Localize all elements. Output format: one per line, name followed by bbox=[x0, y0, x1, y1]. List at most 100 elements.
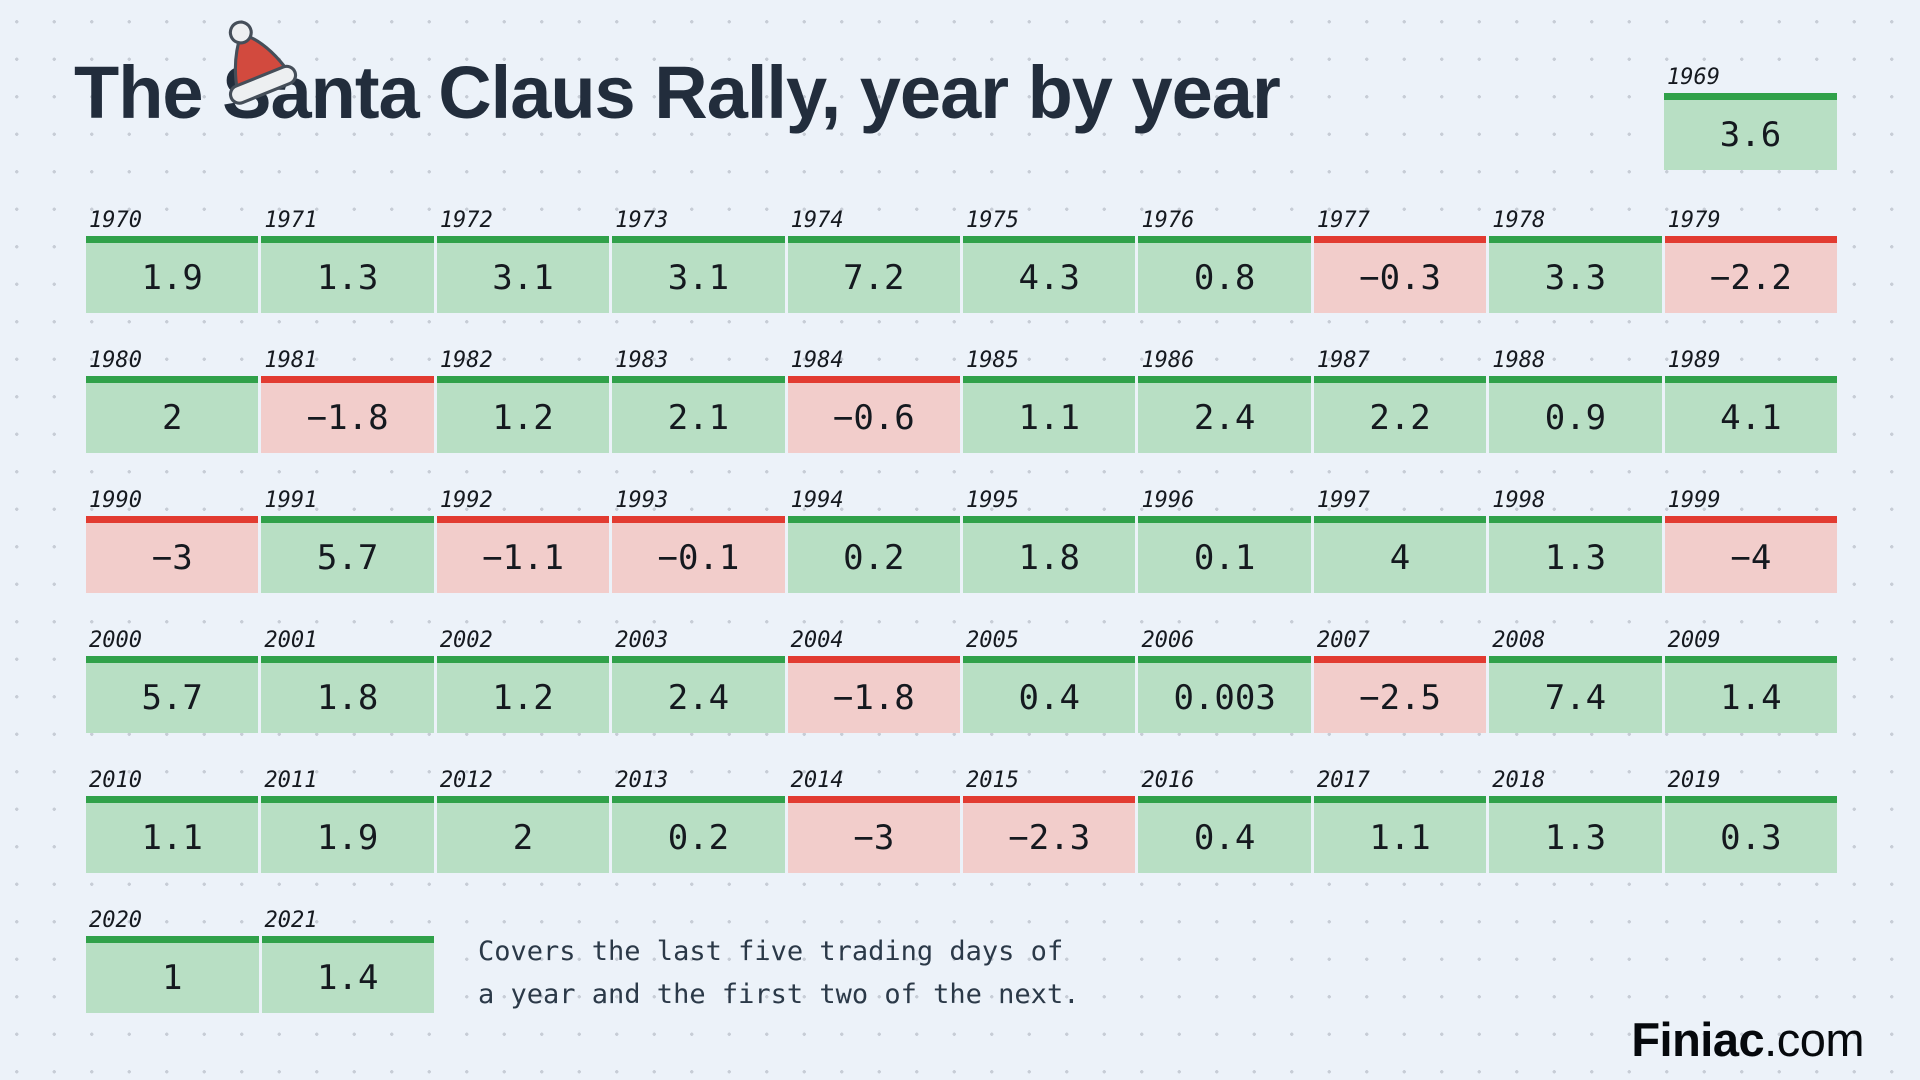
year-cell-1999: 1999 −4 bbox=[1664, 488, 1838, 593]
year-cell-2011: 2011 1.9 bbox=[261, 768, 434, 873]
value-cell: 2 bbox=[86, 376, 259, 453]
year-label: 1991 bbox=[264, 488, 318, 513]
value-cell: 1.8 bbox=[261, 656, 434, 733]
year-label: 2017 bbox=[1316, 768, 1370, 793]
year-label: 2009 bbox=[1667, 628, 1721, 653]
year-cell-1993: 1993 −0.1 bbox=[612, 488, 785, 593]
year-label: 1990 bbox=[89, 488, 142, 513]
year-cell-2002: 2002 1.2 bbox=[436, 628, 610, 733]
year-row-1970s: 1970 1.9 1971 1.3 1972 3.1 1973 3.1 1974 7.2 1975 4… bbox=[86, 208, 1838, 313]
year-cell-1976: 1976 0.8 bbox=[1138, 208, 1311, 313]
year-label: 1987 bbox=[1316, 348, 1370, 373]
value-cell: 1.8 bbox=[963, 516, 1136, 593]
year-label: 1982 bbox=[439, 348, 493, 373]
year-label: 1984 bbox=[790, 348, 844, 373]
year-label: 2000 bbox=[89, 628, 142, 653]
value-cell: 2.4 bbox=[612, 656, 785, 733]
year-cell-2010: 2010 1.1 bbox=[86, 768, 259, 873]
year-cell-2018: 2018 1.3 bbox=[1489, 768, 1662, 873]
year-label: 1981 bbox=[264, 348, 318, 373]
year-cell-1978: 1978 3.3 bbox=[1489, 208, 1662, 313]
value-cell: 0.1 bbox=[1138, 516, 1311, 593]
year-label: 2007 bbox=[1316, 628, 1370, 653]
year-label: 1975 bbox=[966, 208, 1020, 233]
value-cell: −0.3 bbox=[1313, 236, 1487, 313]
year-label: 1974 bbox=[790, 208, 844, 233]
year-label: 2008 bbox=[1492, 628, 1546, 653]
value-cell: 0.8 bbox=[1138, 236, 1311, 313]
value-cell: −3 bbox=[86, 516, 259, 593]
year-label: 2015 bbox=[966, 768, 1020, 793]
year-label: 2016 bbox=[1141, 768, 1195, 793]
year-label: 2010 bbox=[89, 768, 142, 793]
year-label: 1977 bbox=[1316, 208, 1370, 233]
value-cell: 2.4 bbox=[1138, 376, 1311, 453]
value-cell: 1.2 bbox=[436, 376, 610, 453]
year-cell-1997: 1997 4 bbox=[1313, 488, 1487, 593]
value-cell: 4.1 bbox=[1664, 376, 1838, 453]
year-label: 1996 bbox=[1141, 488, 1195, 513]
year-cell-2009: 2009 1.4 bbox=[1664, 628, 1838, 733]
year-cell-2001: 2001 1.8 bbox=[261, 628, 434, 733]
value-cell: 0.2 bbox=[787, 516, 961, 593]
year-label: 1993 bbox=[615, 488, 669, 513]
year-cell-1974: 1974 7.2 bbox=[787, 208, 961, 313]
year-cell-1972: 1972 3.1 bbox=[436, 208, 610, 313]
year-label: 1976 bbox=[1141, 208, 1195, 233]
year-row-1990s: 1990 −3 1991 5.7 1992 −1.1 1993 −0.1 1994 0.2 1995… bbox=[86, 488, 1838, 593]
year-row-1969: 1969 3.6 bbox=[1664, 65, 1837, 170]
year-label: 2011 bbox=[264, 768, 318, 793]
year-label: 1995 bbox=[966, 488, 1020, 513]
value-cell: 1.4 bbox=[261, 936, 434, 1013]
year-cell-1994: 1994 0.2 bbox=[787, 488, 961, 593]
value-cell: 4 bbox=[1313, 516, 1487, 593]
value-cell: 2.2 bbox=[1313, 376, 1487, 453]
year-cell-1981: 1981 −1.8 bbox=[261, 348, 434, 453]
year-cell-1989: 1989 4.1 bbox=[1664, 348, 1838, 453]
value-cell: 7.2 bbox=[787, 236, 961, 313]
year-cell-1973: 1973 3.1 bbox=[612, 208, 785, 313]
value-cell: 3.3 bbox=[1489, 236, 1662, 313]
year-label: 2004 bbox=[790, 628, 844, 653]
year-cell-1971: 1971 1.3 bbox=[261, 208, 434, 313]
year-cell-2008: 2008 7.4 bbox=[1489, 628, 1662, 733]
value-cell: −1.1 bbox=[436, 516, 610, 593]
value-cell: 1.3 bbox=[1489, 516, 1662, 593]
value-cell: 3.1 bbox=[612, 236, 785, 313]
year-label: 1997 bbox=[1316, 488, 1370, 513]
value-cell: 0.2 bbox=[612, 796, 785, 873]
value-cell: 0.3 bbox=[1664, 796, 1838, 873]
year-label: 2012 bbox=[439, 768, 493, 793]
year-label: 2003 bbox=[615, 628, 669, 653]
value-cell: −2.3 bbox=[963, 796, 1136, 873]
year-label: 1972 bbox=[439, 208, 493, 233]
year-label: 2020 bbox=[89, 908, 142, 933]
year-cell-2004: 2004 −1.8 bbox=[787, 628, 961, 733]
year-label: 1969 bbox=[1667, 65, 1720, 90]
year-label: 2006 bbox=[1141, 628, 1195, 653]
year-cell-2021: 2021 1.4 bbox=[261, 908, 434, 1013]
value-cell: 0.4 bbox=[1138, 796, 1311, 873]
year-label: 2019 bbox=[1667, 768, 1721, 793]
year-cell-2013: 2013 0.2 bbox=[612, 768, 785, 873]
year-cell-2000: 2000 5.7 bbox=[86, 628, 259, 733]
year-cell-2016: 2016 0.4 bbox=[1138, 768, 1311, 873]
year-cell-2020: 2020 1 bbox=[86, 908, 259, 1013]
year-cell-2012: 2012 2 bbox=[436, 768, 610, 873]
value-cell: 5.7 bbox=[261, 516, 434, 593]
year-cell-1984: 1984 −0.6 bbox=[787, 348, 961, 453]
year-cell-2015: 2015 −2.3 bbox=[963, 768, 1136, 873]
value-cell: −2.2 bbox=[1664, 236, 1838, 313]
year-row-1980s: 1980 2 1981 −1.8 1982 1.2 1983 2.1 1984 −0.6 1985 1… bbox=[86, 348, 1838, 453]
value-cell: 1.1 bbox=[1313, 796, 1487, 873]
value-cell: 0.4 bbox=[963, 656, 1136, 733]
year-label: 1985 bbox=[966, 348, 1020, 373]
year-row-2010s: 2010 1.1 2011 1.9 2012 2 2013 0.2 2014 −3 2015 −2.3… bbox=[86, 768, 1838, 873]
year-label: 2013 bbox=[615, 768, 669, 793]
year-label: 1983 bbox=[615, 348, 669, 373]
value-cell: 2.1 bbox=[612, 376, 785, 453]
year-cell-1970: 1970 1.9 bbox=[86, 208, 259, 313]
chart-note-line-1: Covers the last five trading days of bbox=[478, 936, 1064, 967]
year-label: 2001 bbox=[264, 628, 318, 653]
year-cell-2006: 2006 0.003 bbox=[1138, 628, 1311, 733]
